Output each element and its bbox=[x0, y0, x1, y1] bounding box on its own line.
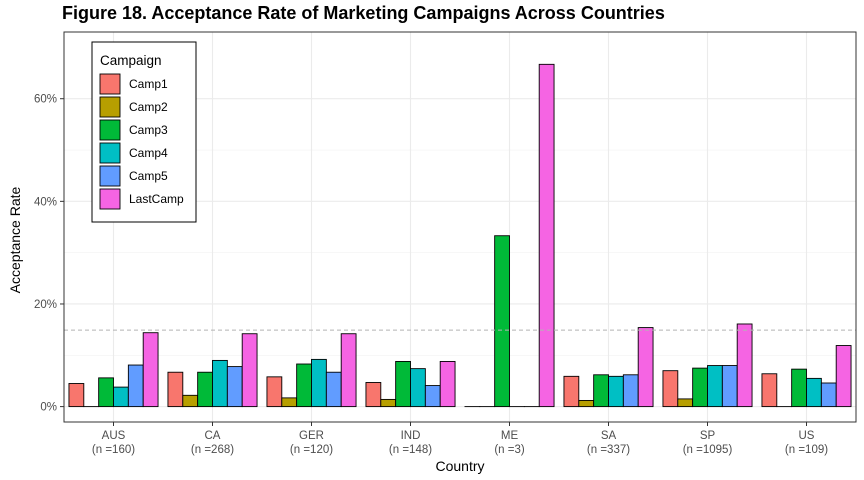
bar-camp1-sa bbox=[563, 375, 580, 408]
x-tick-count-label: (n =148) bbox=[389, 444, 432, 456]
x-tick-count-label: (n =160) bbox=[92, 444, 135, 456]
bar-camp3-me bbox=[494, 235, 510, 408]
bar-camp3-ca bbox=[197, 371, 213, 408]
bar-camp4-ind bbox=[410, 368, 426, 408]
y-tick-label: 20% bbox=[34, 299, 57, 311]
x-tick-label: US bbox=[799, 430, 815, 442]
bar-camp4-us bbox=[806, 377, 822, 408]
legend-label-camp5: Camp5 bbox=[129, 169, 168, 183]
bar-camp4-sa bbox=[608, 375, 624, 408]
bar-camp5-aus bbox=[127, 364, 144, 408]
x-tick-count-label: (n =120) bbox=[290, 444, 333, 456]
bar-lastcamp-sa bbox=[637, 327, 654, 408]
bar-camp1-sp bbox=[662, 370, 679, 408]
bar-camp4-ca bbox=[212, 359, 228, 408]
bar-camp3-aus bbox=[98, 377, 114, 408]
legend-label-camp1: Camp1 bbox=[129, 77, 168, 91]
bar-camp5-sp bbox=[721, 365, 738, 408]
legend: Campaign Camp1 Camp2 Camp3 Camp4 Camp5 LastCam… bbox=[91, 41, 197, 223]
bar-camp3-sa bbox=[593, 374, 609, 408]
x-tick-count-label: (n =1095) bbox=[683, 444, 733, 456]
x-tick-count-label: (n =268) bbox=[191, 444, 234, 456]
legend-key-camp4 bbox=[99, 142, 121, 164]
legend-label-camp4: Camp4 bbox=[129, 146, 168, 160]
x-tick-label: GER bbox=[299, 430, 324, 442]
plot-border bbox=[63, 31, 857, 423]
bar-camp5-sa bbox=[622, 374, 639, 408]
bar-camp4-ger bbox=[311, 358, 327, 408]
bar-camp5-ind bbox=[424, 385, 441, 408]
x-tick-label: AUS bbox=[102, 430, 126, 442]
legend-title: Campaign bbox=[100, 53, 162, 68]
bar-camp3-ind bbox=[395, 360, 411, 408]
x-tick-label: SP bbox=[700, 430, 716, 442]
plot-area: 0% 20% 40% 60% AUS (n =160) CA (n =268) GER (n =1… bbox=[34, 31, 857, 456]
x-tick-label: CA bbox=[205, 430, 221, 442]
bar-camp1-us bbox=[761, 373, 778, 408]
bar-camp1-ind bbox=[365, 382, 382, 408]
bar-camp1-ger bbox=[266, 376, 283, 408]
bar-camp3-ger bbox=[296, 363, 312, 408]
x-tick-label: IND bbox=[401, 430, 421, 442]
bar-camp5-us bbox=[820, 382, 837, 408]
x-tick-label: SA bbox=[601, 430, 617, 442]
bar-camp1-ca bbox=[167, 371, 184, 408]
y-tick-label: 60% bbox=[34, 94, 57, 106]
bar-camp2-sa bbox=[578, 399, 595, 408]
y-tick-label: 40% bbox=[34, 196, 57, 208]
bar-lastcamp-ind bbox=[439, 360, 456, 408]
x-tick-count-label: (n =337) bbox=[587, 444, 630, 456]
bar-camp2-ind bbox=[380, 398, 397, 408]
bar-camp2-sp bbox=[677, 398, 694, 408]
bar-lastcamp-us bbox=[835, 345, 852, 408]
bar-camp3-us bbox=[791, 368, 807, 408]
bar-camp5-ca bbox=[226, 366, 243, 408]
legend-label-camp2: Camp2 bbox=[129, 100, 168, 114]
bar-camp3-sp bbox=[692, 367, 708, 408]
bar-lastcamp-sp bbox=[736, 323, 753, 408]
legend-key-camp5 bbox=[99, 165, 121, 187]
legend-key-lastcamp bbox=[99, 188, 121, 210]
y-axis-title: Acceptance Rate bbox=[7, 186, 23, 293]
bar-lastcamp-me bbox=[538, 63, 555, 408]
bar-camp2-ca bbox=[182, 394, 199, 408]
bar-camp4-aus bbox=[113, 386, 129, 408]
bar-lastcamp-ger bbox=[340, 333, 357, 408]
x-axis-title: Country bbox=[435, 458, 484, 474]
chart-title: Figure 18. Acceptance Rate of Marketing … bbox=[62, 3, 665, 23]
legend-label-lastcamp: LastCamp bbox=[129, 192, 184, 206]
legend-key-camp3 bbox=[99, 119, 121, 141]
bar-lastcamp-aus bbox=[142, 332, 159, 408]
x-tick-count-label: (n =3) bbox=[494, 444, 525, 456]
y-tick-label: 0% bbox=[40, 402, 57, 414]
x-tick-label: ME bbox=[501, 430, 519, 442]
legend-key-camp2 bbox=[99, 96, 121, 118]
legend-label-camp3: Camp3 bbox=[129, 123, 168, 137]
bar-camp1-aus bbox=[68, 383, 85, 408]
bar-camp4-sp bbox=[707, 365, 723, 408]
bar-camp2-ger bbox=[281, 397, 298, 408]
bar-lastcamp-ca bbox=[241, 333, 258, 408]
legend-key-camp1 bbox=[99, 73, 121, 95]
x-tick-count-label: (n =109) bbox=[785, 444, 828, 456]
bar-camp5-ger bbox=[325, 371, 342, 408]
